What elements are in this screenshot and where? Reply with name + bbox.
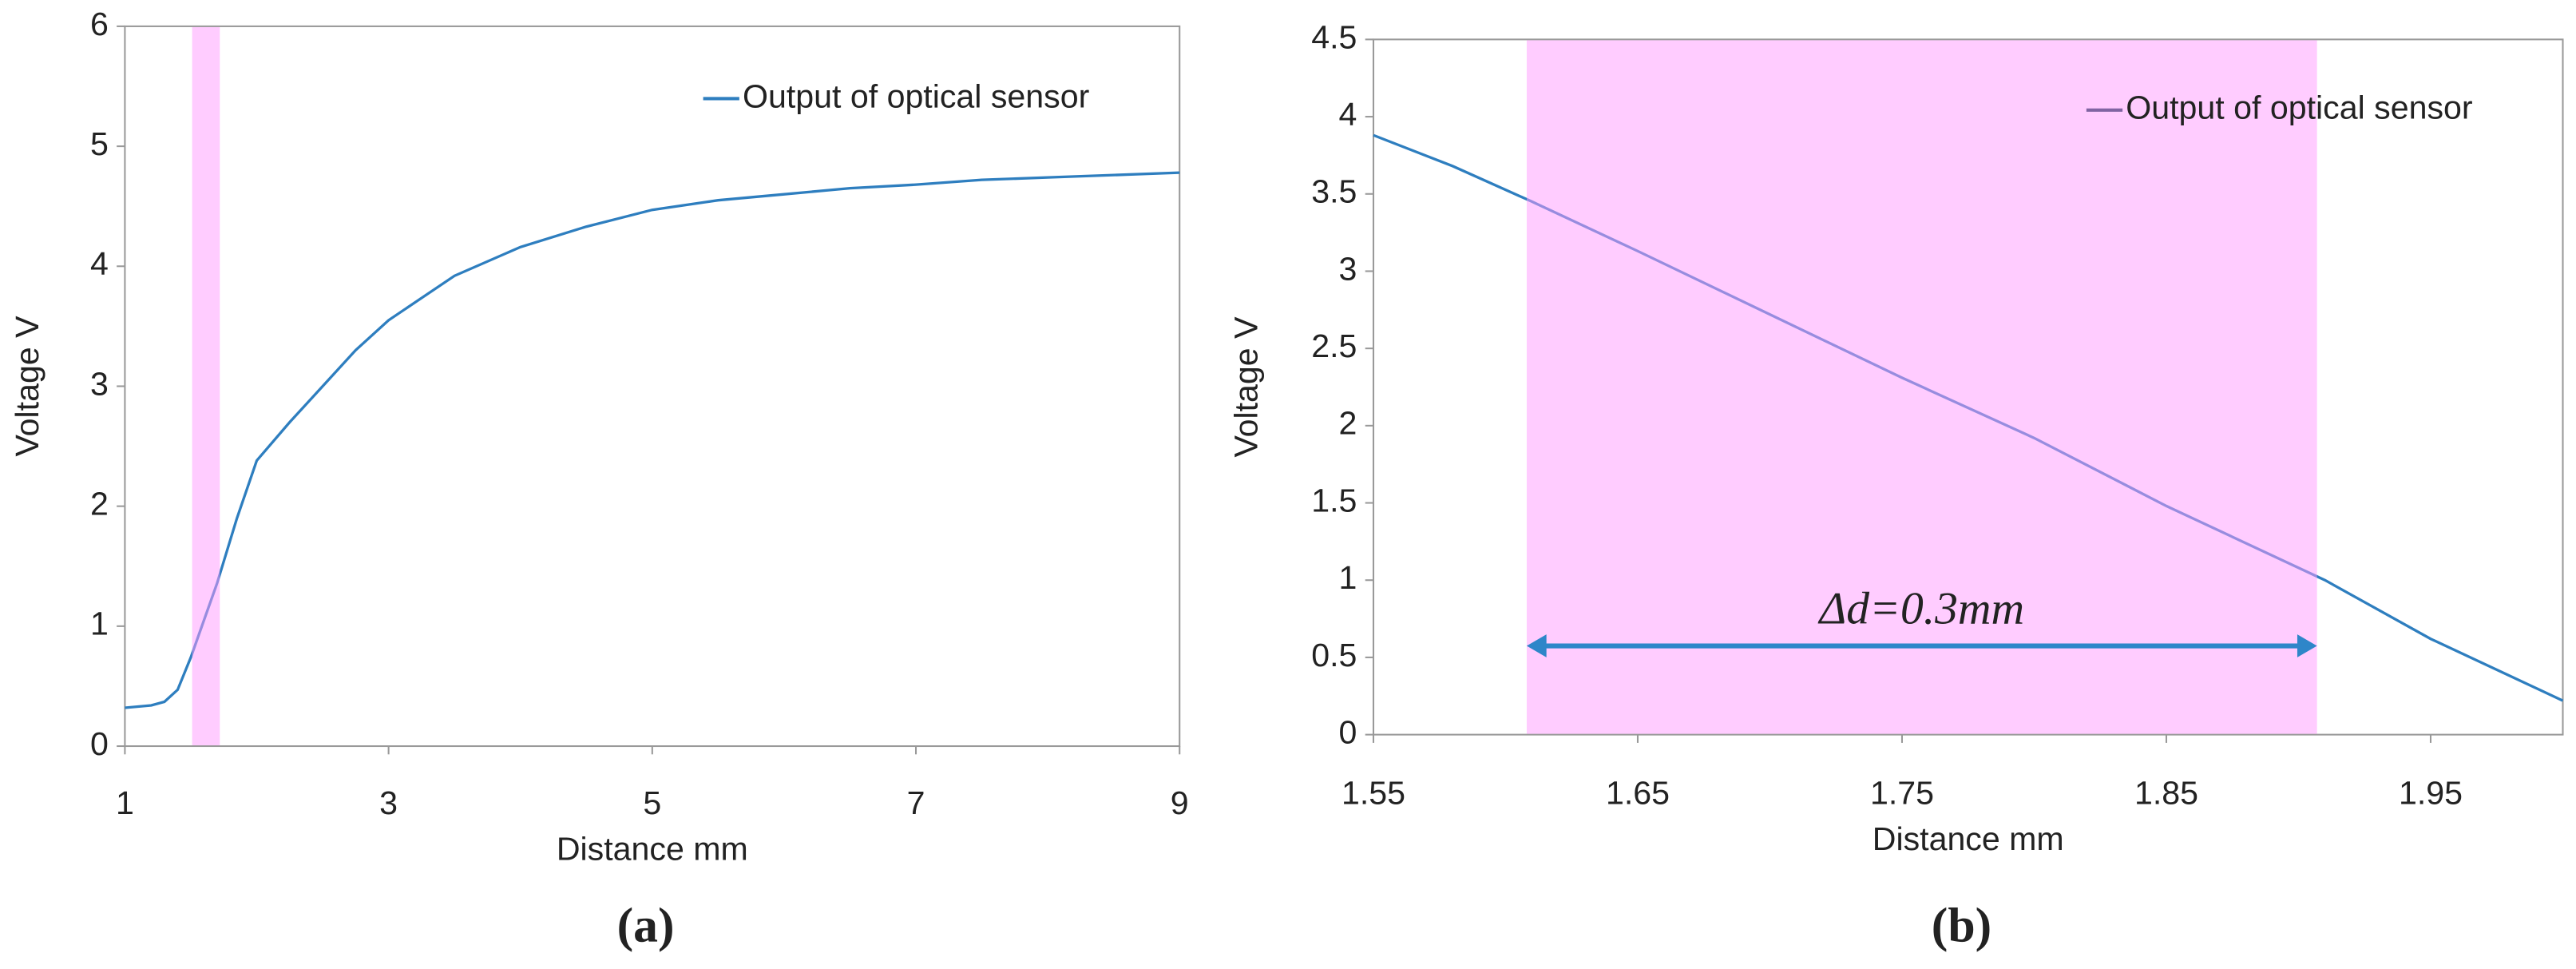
x-tick-label: 1.95 xyxy=(2399,775,2463,812)
caption: (a) xyxy=(617,899,675,953)
x-axis-label: Distance mm xyxy=(557,831,748,868)
x-tick-label: 5 xyxy=(643,784,661,821)
x-tick-label: 9 xyxy=(1171,784,1189,821)
y-tick-label: 4 xyxy=(1339,96,1357,133)
y-tick-label: 6 xyxy=(90,6,109,42)
arrow-head xyxy=(2297,634,2317,657)
data-line xyxy=(125,171,1180,709)
y-tick-label: 0.5 xyxy=(1311,637,1357,673)
y-tick-label: 2 xyxy=(90,486,109,522)
x-tick-label: 1.75 xyxy=(1870,775,1934,812)
y-tick-label: 4.5 xyxy=(1311,18,1357,55)
y-tick-label: 3 xyxy=(1339,250,1357,287)
x-tick-label: 1.85 xyxy=(2134,775,2198,812)
y-tick-label: 3 xyxy=(90,365,109,402)
legend-label: Output of optical sensor xyxy=(2126,89,2473,126)
y-tick-label: 0 xyxy=(1339,714,1357,751)
y-tick-label: 3.5 xyxy=(1311,173,1357,210)
annotation: Δd=0.3mm xyxy=(1817,584,2024,634)
x-tick-label: 1.65 xyxy=(1606,775,1670,812)
x-tick-label: 7 xyxy=(907,784,925,821)
y-tick-label: 0 xyxy=(90,725,109,762)
x-tick-label: 1 xyxy=(116,784,134,821)
y-tick-label: 1 xyxy=(1339,559,1357,596)
y-tick-label: 5 xyxy=(90,125,109,162)
y-tick-label: 2.5 xyxy=(1311,328,1357,364)
legend-label: Output of optical sensor xyxy=(743,77,1090,114)
plot-frame xyxy=(124,25,1181,748)
y-tick-label: 1.5 xyxy=(1311,482,1357,518)
x-tick-label: 3 xyxy=(379,784,398,821)
x-axis-label: Distance mm xyxy=(1873,820,2064,857)
y-axis-label: Voltage V xyxy=(1227,316,1264,458)
plot-frame xyxy=(1372,38,2564,736)
caption: (b) xyxy=(1932,899,1991,953)
arrow-head xyxy=(1526,634,1547,657)
y-tick-label: 4 xyxy=(90,245,109,282)
highlight-band xyxy=(192,26,220,745)
y-axis-label: Voltage V xyxy=(9,316,46,457)
x-tick-label: 1.55 xyxy=(1342,775,1405,812)
highlight-band xyxy=(1526,40,2317,734)
y-tick-label: 2 xyxy=(1339,405,1357,442)
y-tick-label: 1 xyxy=(90,606,109,642)
